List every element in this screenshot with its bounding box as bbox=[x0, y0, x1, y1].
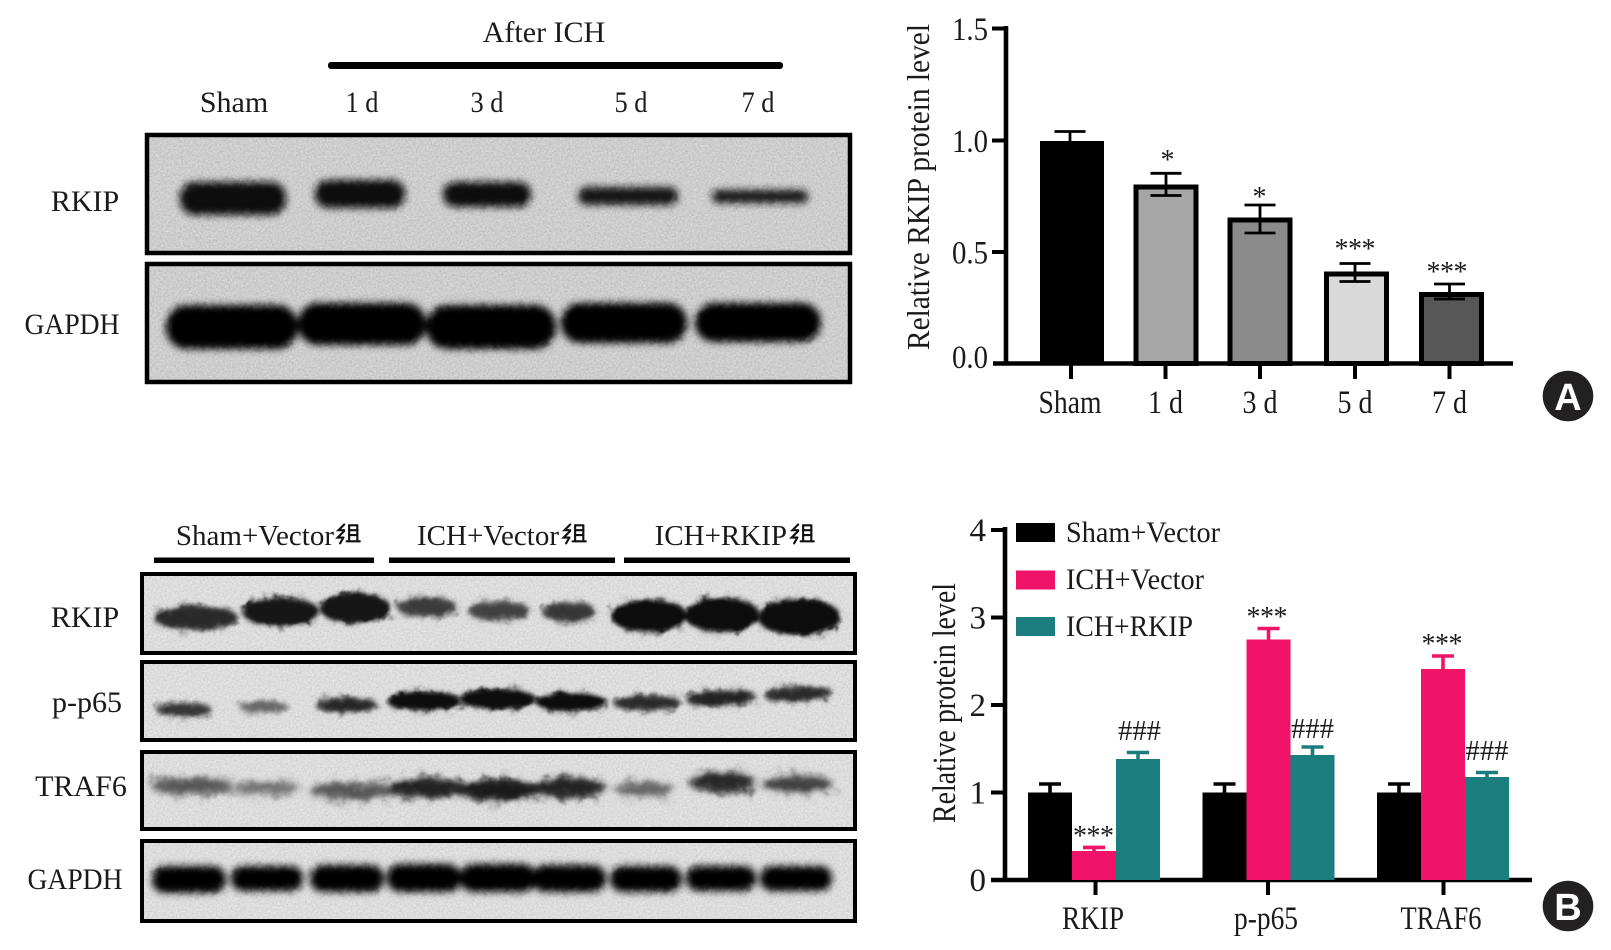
svg-text:***: *** bbox=[1422, 629, 1463, 660]
svg-text:3: 3 bbox=[970, 601, 987, 637]
svg-text:1.0: 1.0 bbox=[952, 124, 988, 160]
svg-text:ICH+Vector: ICH+Vector bbox=[417, 520, 559, 552]
svg-text:3 d: 3 d bbox=[471, 86, 504, 119]
svg-text:p-p65: p-p65 bbox=[52, 686, 122, 719]
svg-text:TRAF6: TRAF6 bbox=[1401, 901, 1482, 937]
svg-text:1 d: 1 d bbox=[346, 86, 379, 119]
svg-text:0: 0 bbox=[970, 863, 987, 899]
svg-text:Sham+Vector: Sham+Vector bbox=[176, 520, 334, 552]
svg-text:Sham: Sham bbox=[1039, 385, 1102, 421]
svg-text:0.0: 0.0 bbox=[952, 340, 988, 376]
svg-text:RKIP: RKIP bbox=[1062, 901, 1124, 937]
svg-text:Relative RKIP protein level: Relative RKIP protein level bbox=[900, 24, 936, 350]
svg-text:***: *** bbox=[1247, 602, 1288, 633]
svg-text:RKIP: RKIP bbox=[51, 601, 119, 634]
svg-text:3 d: 3 d bbox=[1243, 385, 1278, 421]
svg-text:Relative protein level: Relative protein level bbox=[927, 583, 963, 823]
svg-text:1: 1 bbox=[970, 776, 987, 812]
svg-text:*: * bbox=[1161, 145, 1175, 176]
svg-text:1 d: 1 d bbox=[1148, 385, 1183, 421]
svg-text:***: *** bbox=[1427, 257, 1468, 288]
svg-text:###: ### bbox=[1118, 715, 1161, 747]
svg-text:B: B bbox=[1554, 887, 1581, 929]
svg-text:5 d: 5 d bbox=[615, 86, 648, 119]
svg-text:*: * bbox=[1253, 182, 1267, 213]
svg-text:0.5: 0.5 bbox=[952, 236, 988, 272]
svg-text:GAPDH: GAPDH bbox=[28, 863, 123, 896]
svg-text:7 d: 7 d bbox=[742, 86, 775, 119]
svg-text:2: 2 bbox=[970, 688, 987, 724]
svg-text:A: A bbox=[1554, 377, 1581, 419]
svg-text:###: ### bbox=[1466, 735, 1509, 767]
svg-text:###: ### bbox=[1291, 713, 1334, 745]
svg-text:5 d: 5 d bbox=[1338, 385, 1373, 421]
svg-text:RKIP: RKIP bbox=[51, 185, 119, 218]
svg-text:ICH+RKIP: ICH+RKIP bbox=[1066, 610, 1193, 643]
svg-text:After ICH: After ICH bbox=[483, 16, 605, 49]
svg-text:4: 4 bbox=[970, 513, 987, 549]
svg-text:p-p65: p-p65 bbox=[1234, 901, 1298, 937]
svg-text:1.5: 1.5 bbox=[952, 12, 988, 48]
svg-text:ICH+RKIP: ICH+RKIP bbox=[655, 520, 787, 552]
svg-text:***: *** bbox=[1073, 821, 1114, 852]
svg-text:GAPDH: GAPDH bbox=[25, 308, 120, 341]
svg-text:7 d: 7 d bbox=[1432, 385, 1467, 421]
svg-text:TRAF6: TRAF6 bbox=[35, 770, 127, 803]
svg-text:ICH+Vector: ICH+Vector bbox=[1066, 563, 1204, 596]
svg-text:Sham: Sham bbox=[200, 86, 268, 119]
svg-text:***: *** bbox=[1335, 234, 1376, 265]
svg-text:Sham+Vector: Sham+Vector bbox=[1066, 516, 1220, 549]
